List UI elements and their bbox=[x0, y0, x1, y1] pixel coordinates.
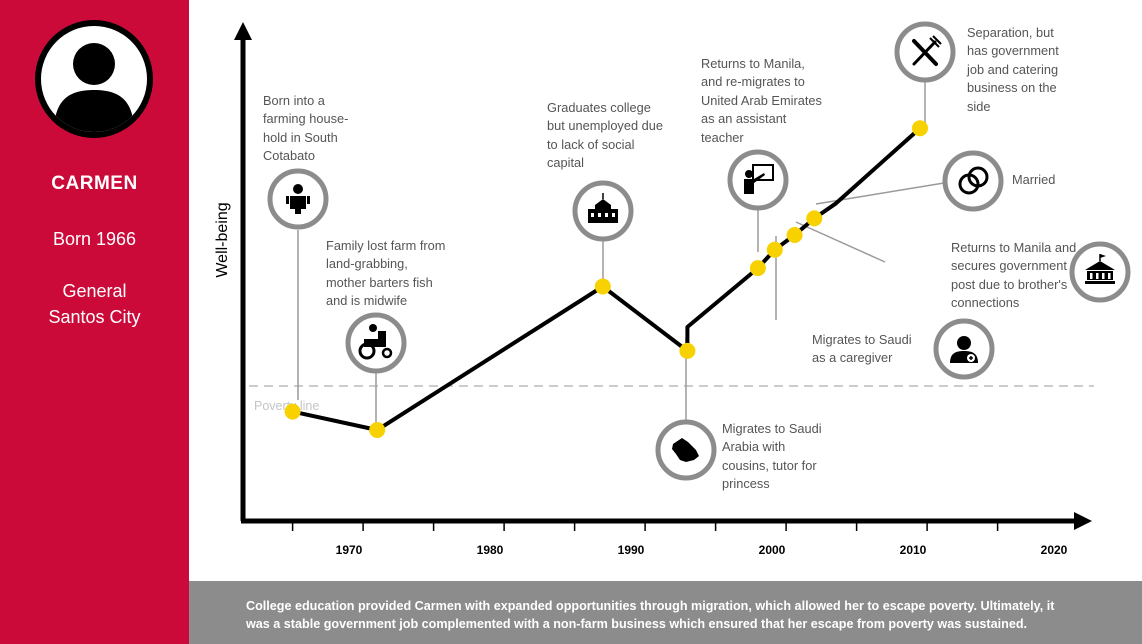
summary-caption: College education provided Carmen with e… bbox=[189, 581, 1142, 644]
event-marker bbox=[766, 241, 783, 258]
caption-line-2: was a stable government job complemented… bbox=[246, 617, 1028, 631]
event-label-graduation: Graduates college but unemployed due to … bbox=[547, 99, 663, 173]
chart-canvas: Poverty line Well-being 1970 1980 1990 2000… bbox=[214, 21, 1131, 557]
event-marker bbox=[912, 120, 928, 137]
caption-line-1: College education provided Carmen with e… bbox=[246, 599, 1055, 613]
x-axis-tick-labels: 1970 1980 1990 2000 2010 2020 bbox=[336, 543, 1068, 557]
event-label-line: as a caregiver bbox=[812, 350, 893, 366]
government-building-icon bbox=[1069, 241, 1131, 303]
connector-government bbox=[795, 221, 886, 263]
person-name: CARMEN bbox=[51, 173, 138, 194]
y-axis-label: Well-being bbox=[214, 202, 231, 277]
birth-place: General Santos City bbox=[0, 278, 189, 330]
event-marker bbox=[806, 210, 823, 227]
event-label-farm-lost: Family lost farm from land-grabbing, mot… bbox=[326, 237, 445, 311]
event-label-line: Arabia with bbox=[722, 439, 786, 455]
event-label-line: teacher bbox=[701, 129, 744, 145]
event-marker bbox=[679, 342, 696, 359]
event-label-line: Graduates college bbox=[547, 100, 651, 115]
wellbeing-timeline-chart: Poverty line Well-being 1970 1980 1990 2000… bbox=[189, 0, 1142, 581]
event-label-line: hold in South bbox=[263, 129, 338, 145]
event-label-line: Returns to Manila, bbox=[701, 56, 805, 71]
event-label-line: post due to brother's bbox=[951, 276, 1068, 292]
school-building-icon bbox=[572, 180, 634, 242]
event-label-line: and re-migrates to bbox=[701, 74, 805, 90]
event-label-line: princess bbox=[722, 476, 770, 492]
event-label-line: and is midwife bbox=[326, 293, 408, 309]
event-marker bbox=[786, 227, 803, 243]
birth-year: Born 1966 bbox=[52, 229, 137, 249]
event-marker bbox=[594, 278, 611, 295]
x-tick-label: 1970 bbox=[336, 543, 363, 557]
event-label-birth: Born into a farming house- hold in South… bbox=[263, 92, 348, 166]
event-label-line: Separation, but bbox=[967, 25, 1054, 40]
event-label-saudi-tutor: Migrates to Saudi Arabia with cousins, t… bbox=[722, 420, 822, 494]
event-label-line: Married bbox=[1012, 172, 1056, 187]
teacher-icon bbox=[727, 149, 789, 211]
event-label-line: farming house- bbox=[263, 111, 349, 127]
event-label-separation: Separation, but has government job and c… bbox=[967, 24, 1059, 116]
event-label-line: mother barters fish bbox=[326, 274, 433, 290]
event-label-line: but unemployed due bbox=[547, 118, 663, 134]
icon-circles bbox=[267, 21, 1131, 481]
avatar bbox=[35, 20, 153, 138]
event-label-line: side bbox=[967, 98, 991, 114]
event-label-line: Born into a bbox=[263, 93, 325, 108]
caregiver-icon bbox=[933, 318, 995, 380]
event-markers bbox=[284, 120, 928, 438]
event-label-line: job and catering bbox=[967, 61, 1059, 77]
connector-married bbox=[815, 182, 945, 205]
event-label-line: connections bbox=[951, 295, 1020, 311]
x-tick-label: 2020 bbox=[1041, 543, 1068, 557]
person-silhouette-icon bbox=[41, 26, 147, 132]
event-label-line: United Arab Emirates bbox=[701, 92, 822, 108]
event-label-line: Returns to Manila and bbox=[951, 240, 1077, 255]
y-axis-arrow bbox=[234, 22, 252, 40]
event-marker bbox=[369, 422, 386, 438]
event-connectors bbox=[297, 82, 945, 430]
birth-place-line-1: General bbox=[62, 281, 127, 301]
baby-icon bbox=[267, 168, 329, 230]
event-label-caregiver: Migrates to Saudi as a caregiver bbox=[812, 331, 912, 368]
event-label-line: Cotabato bbox=[263, 148, 315, 164]
event-label-line: secures government bbox=[951, 258, 1067, 274]
wedding-rings-icon bbox=[942, 150, 1004, 212]
event-label-line: land-grabbing, bbox=[326, 256, 408, 272]
event-marker bbox=[284, 403, 301, 420]
event-label-line: Family lost farm from bbox=[326, 238, 446, 253]
tractor-icon bbox=[345, 312, 407, 374]
event-label-government: Returns to Manila and secures government… bbox=[951, 239, 1076, 313]
event-label-line: as an assistant bbox=[701, 111, 787, 127]
event-label-line: capital bbox=[547, 155, 584, 171]
profile-sidebar: CARMEN Born 1966 General Santos City bbox=[0, 0, 189, 644]
x-tick-label: 2000 bbox=[759, 543, 786, 557]
event-label-line: to lack of social bbox=[547, 136, 635, 152]
event-label-line: cousins, tutor for bbox=[722, 457, 817, 473]
x-tick-label: 2010 bbox=[900, 543, 927, 557]
event-label-line: Migrates to Saudi bbox=[722, 421, 822, 436]
x-axis-ticks bbox=[291, 521, 999, 531]
saudi-arabia-map-icon bbox=[655, 419, 717, 481]
event-label-line: Migrates to Saudi bbox=[812, 332, 912, 347]
event-label-married: Married bbox=[1012, 171, 1055, 189]
event-label-line: business on the bbox=[967, 80, 1057, 96]
x-tick-label: 1980 bbox=[477, 543, 504, 557]
fork-knife-icon bbox=[894, 21, 956, 83]
birth-place-line-2: Santos City bbox=[48, 307, 141, 327]
x-axis-arrow bbox=[1074, 512, 1092, 530]
event-label-uae: Returns to Manila, and re-migrates to Un… bbox=[701, 55, 822, 147]
event-marker bbox=[749, 260, 766, 277]
poverty-line-label: Poverty line bbox=[254, 399, 319, 413]
x-tick-label: 1990 bbox=[618, 543, 645, 557]
event-label-line: has government bbox=[967, 43, 1059, 59]
